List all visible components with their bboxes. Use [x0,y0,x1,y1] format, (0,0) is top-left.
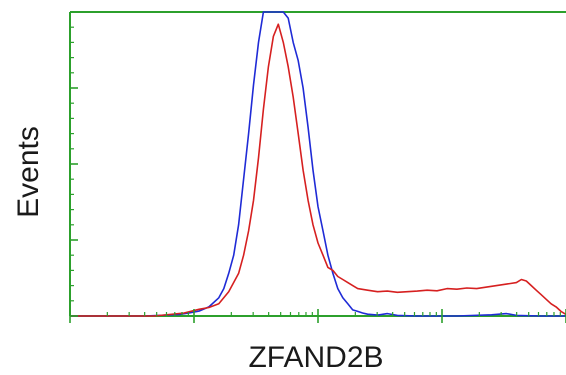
x-axis-label: ZFAND2B [248,341,383,374]
plot-frame [69,11,566,317]
tick-layer [69,11,566,323]
series-layer [70,11,566,317]
y-axis-label: Events [12,126,45,218]
series-line-1 [70,11,566,317]
series-line-2 [70,23,566,317]
